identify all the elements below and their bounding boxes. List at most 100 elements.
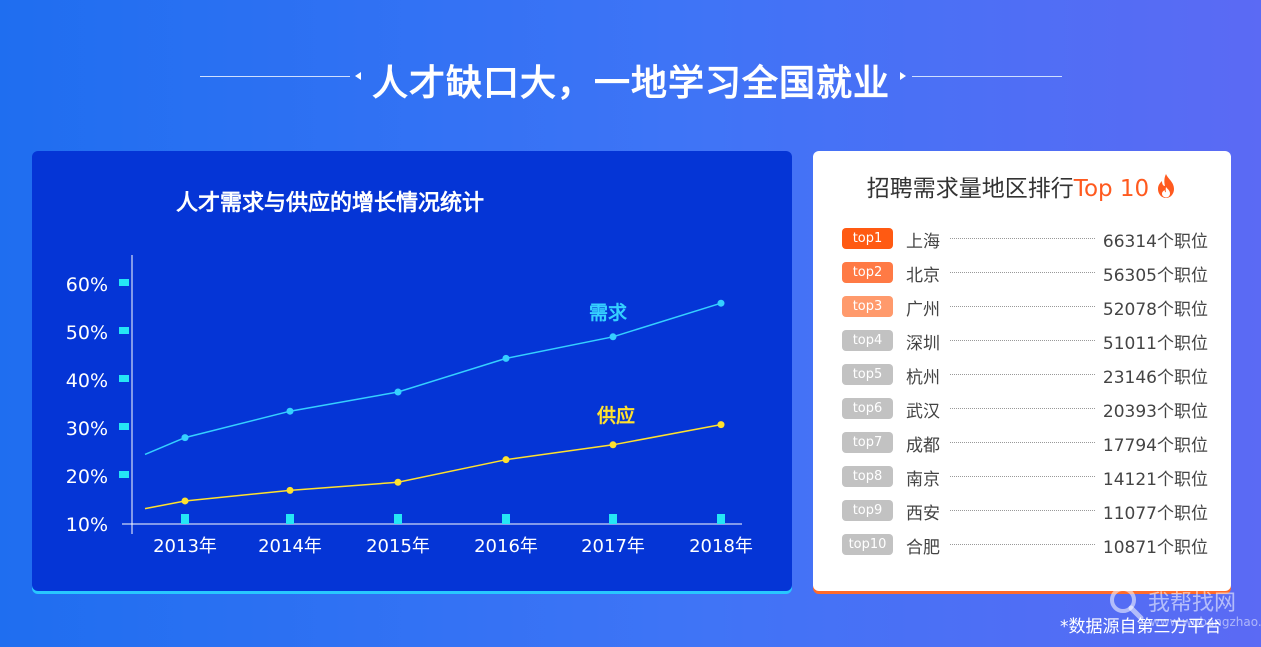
dotted-leader <box>950 272 1095 273</box>
rank-city: 西安 <box>906 504 940 524</box>
rank-badge: top8 <box>842 466 893 487</box>
headline-right-arrow-icon <box>900 72 906 80</box>
data-point <box>717 299 725 307</box>
rank-badge: top6 <box>842 398 893 419</box>
rank-city: 杭州 <box>906 368 940 388</box>
data-point <box>394 478 402 486</box>
ranking-row: top9 西安 11077个职位 <box>842 498 1208 524</box>
rank-count: 10871个职位 <box>1102 538 1208 558</box>
x-tick-marker <box>394 514 402 524</box>
data-point <box>717 421 725 429</box>
data-point <box>181 497 189 505</box>
rank-badge: top5 <box>842 364 893 385</box>
ranking-row: top1 上海 66314个职位 <box>842 226 1208 252</box>
ranking-title-accent: Top 10 <box>1073 176 1150 202</box>
y-tick-label: 30% <box>66 418 108 440</box>
rank-badge: top3 <box>842 296 893 317</box>
ranking-row: top5 杭州 23146个职位 <box>842 362 1208 388</box>
rank-count: 23146个职位 <box>1102 368 1208 388</box>
x-tick-label: 2015年 <box>366 536 430 557</box>
dotted-leader <box>950 238 1095 239</box>
x-tick-marker <box>609 514 617 524</box>
rank-badge: top4 <box>842 330 893 351</box>
data-point <box>394 388 402 396</box>
ranking-title-text: 招聘需求量地区排行 <box>866 176 1074 202</box>
data-point <box>286 486 294 494</box>
headline-left-arrow-icon <box>355 72 361 80</box>
fire-icon <box>1155 173 1177 205</box>
x-tick-label: 2014年 <box>258 536 322 557</box>
y-tick-label: 10% <box>66 514 108 536</box>
magnifier-icon <box>1110 587 1144 621</box>
ranking-row: top10 合肥 10871个职位 <box>842 532 1208 558</box>
data-point <box>502 456 510 464</box>
page-headline: 人才缺口大，一地学习全国就业 <box>0 50 1261 104</box>
data-point <box>609 333 617 341</box>
series-line-1 <box>144 423 722 510</box>
series-label: 需求 <box>589 301 628 324</box>
rank-badge: top2 <box>842 262 893 283</box>
ranking-row: top7 成都 17794个职位 <box>842 430 1208 456</box>
ranking-row: top8 南京 14121个职位 <box>842 464 1208 490</box>
x-tick-marker <box>502 514 510 524</box>
watermark: 我帮找网 www.wobangzhao.com <box>1108 585 1261 640</box>
y-tick-marker <box>119 423 129 430</box>
ranking-row: top6 武汉 20393个职位 <box>842 396 1208 422</box>
dotted-leader <box>950 374 1095 375</box>
headline-right-rule <box>912 76 1062 77</box>
rank-badge: top7 <box>842 432 893 453</box>
rank-count: 66314个职位 <box>1102 232 1208 252</box>
series-line-0 <box>144 302 722 456</box>
headline-text: 人才缺口大，一地学习全国就业 <box>371 63 890 104</box>
rank-count: 20393个职位 <box>1102 402 1208 422</box>
y-tick-marker <box>119 471 129 478</box>
ranking-row: top3 广州 52078个职位 <box>842 294 1208 320</box>
rank-count: 14121个职位 <box>1102 470 1208 490</box>
ranking-panel: 招聘需求量地区排行Top 10 top1 上海 66314个职位 top2 北京 5630… <box>813 151 1231 591</box>
data-source-footnote: *数据源自第三方平台 <box>1060 617 1222 637</box>
rank-badge: top1 <box>842 228 893 249</box>
x-tick-label: 2013年 <box>153 536 217 557</box>
data-point <box>609 441 617 449</box>
series-label: 供应 <box>596 404 635 427</box>
y-tick-marker <box>119 279 129 286</box>
rank-count: 56305个职位 <box>1102 266 1208 286</box>
rank-city: 北京 <box>906 266 940 286</box>
growth-line-chart: 人才需求与供应的增长情况统计 10% 20% 30% 40% 50% 60% 2013年 201… <box>66 190 753 557</box>
x-tick-marker <box>286 514 294 524</box>
growth-chart-panel: 人才需求与供应的增长情况统计 10% 20% 30% 40% 50% 60% 2013年 201… <box>32 151 792 591</box>
data-point <box>286 407 294 415</box>
ranking-title: 招聘需求量地区排行Top 10 <box>813 169 1231 205</box>
data-point <box>181 434 189 442</box>
y-tick-label: 40% <box>66 370 108 392</box>
y-tick-label: 60% <box>66 274 108 296</box>
dotted-leader <box>950 340 1095 341</box>
dotted-leader <box>950 442 1095 443</box>
headline-left-rule <box>200 76 350 77</box>
y-tick-marker <box>119 375 129 382</box>
dotted-leader <box>950 306 1095 307</box>
dotted-leader <box>950 544 1095 545</box>
rank-count: 51011个职位 <box>1102 334 1208 354</box>
rank-count: 11077个职位 <box>1102 504 1208 524</box>
x-tick-marker <box>717 514 725 524</box>
rank-city: 上海 <box>906 232 940 252</box>
rank-city: 武汉 <box>906 402 940 422</box>
dotted-leader <box>950 476 1095 477</box>
x-tick-marker <box>181 514 189 524</box>
rank-city: 南京 <box>906 470 940 490</box>
ranking-row: top2 北京 56305个职位 <box>842 260 1208 286</box>
data-point <box>502 354 510 362</box>
rank-city: 成都 <box>906 436 940 456</box>
chart-title: 人才需求与供应的增长情况统计 <box>176 190 484 216</box>
watermark-text: 我帮找网 <box>1148 591 1237 616</box>
ranking-row: top4 深圳 51011个职位 <box>842 328 1208 354</box>
watermark-url: www.wobangzhao.com <box>1150 615 1261 629</box>
rank-city: 深圳 <box>906 334 940 354</box>
dotted-leader <box>950 510 1095 511</box>
rank-city: 广州 <box>906 300 940 320</box>
rank-badge: top9 <box>842 500 893 521</box>
y-tick-marker <box>119 327 129 334</box>
x-tick-label: 2017年 <box>581 536 645 557</box>
rank-count: 52078个职位 <box>1102 300 1208 320</box>
